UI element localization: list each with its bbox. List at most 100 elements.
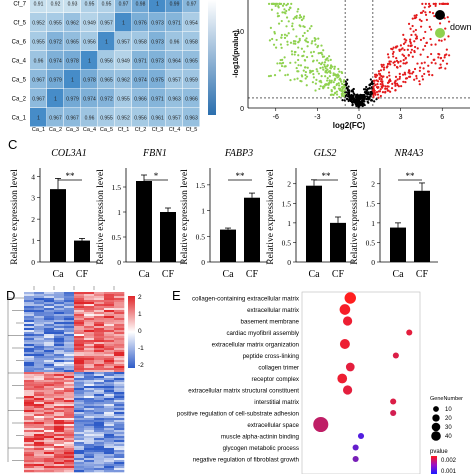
heatmap-cell	[54, 430, 65, 433]
heatmap-cell	[24, 362, 35, 365]
volcano-point	[357, 100, 360, 103]
heatmap-cell	[54, 376, 65, 379]
heatmap-cell	[44, 336, 55, 339]
heatmap-cell	[94, 334, 105, 337]
heatmap-cell	[114, 310, 125, 313]
volcano-point	[292, 40, 296, 43]
volcano-point	[357, 106, 360, 109]
volcano-point	[430, 61, 433, 64]
heatmap-cell	[34, 414, 45, 417]
heatmap-cell	[54, 384, 65, 387]
heatmap-cell	[34, 368, 45, 371]
bar	[330, 222, 346, 262]
heatmap-cell-value: 0.978	[83, 78, 96, 84]
heatmap-cell	[54, 394, 65, 397]
heatmap-cell	[54, 318, 65, 321]
volcano-point	[370, 81, 374, 84]
heatmap-cell	[24, 396, 35, 399]
volcano-point	[386, 53, 390, 56]
heatmap-cell	[114, 446, 125, 449]
heatmap-cell	[64, 310, 75, 313]
volcano-point	[299, 79, 302, 83]
heatmap-cell	[114, 376, 125, 379]
gene-title: FABP3	[224, 148, 253, 159]
volcano-point	[348, 94, 351, 98]
heatmap-cell	[94, 454, 105, 457]
volcano-point	[317, 37, 320, 40]
bar	[220, 229, 236, 262]
heatmap-cell	[94, 470, 105, 473]
heatmap-cell	[84, 328, 95, 331]
heatmap-cell	[74, 450, 85, 453]
volcano-point	[384, 91, 387, 94]
heatmap-cell	[54, 368, 65, 371]
volcano-point	[380, 63, 383, 66]
heatmap-cell	[44, 308, 55, 311]
volcano-point	[373, 89, 376, 92]
volcano-point	[409, 40, 412, 43]
heatmap-cell	[166, 0, 183, 13]
heatmap-cell-value: 0.964	[168, 59, 181, 65]
heatmap-cell	[64, 338, 75, 341]
volcano-point	[398, 77, 401, 80]
heatmap-cell	[74, 408, 85, 411]
heatmap-cell	[74, 342, 85, 345]
volcano-point	[395, 82, 399, 85]
heatmap-cell	[34, 402, 45, 405]
volcano-point	[352, 92, 355, 95]
heatmap-cell	[64, 346, 75, 349]
heatmap-cell	[54, 334, 65, 337]
heatmap-cell	[166, 32, 183, 51]
heatmap-cell	[94, 414, 105, 417]
heatmap-cell	[44, 352, 55, 355]
volcano-point	[361, 94, 364, 97]
heatmap-cell	[74, 398, 85, 401]
heatmap-cell	[64, 360, 75, 363]
volcano-point	[321, 61, 324, 64]
volcano-point	[358, 104, 361, 107]
go-term-label: interstitial matrix	[254, 399, 300, 406]
significance-marker: **	[236, 171, 246, 181]
heatmap-cell	[84, 390, 95, 393]
heatmap-cell	[64, 370, 75, 373]
heatmap-cell	[64, 416, 75, 419]
heatmap-cell	[104, 412, 115, 415]
heatmap-cell	[94, 346, 105, 349]
volcano-point	[379, 69, 383, 72]
heatmap-cell	[74, 292, 85, 295]
volcano-point	[361, 96, 364, 99]
heatmap-cell	[74, 412, 85, 415]
heatmap-cell	[74, 418, 85, 421]
heatmap-cell	[104, 400, 115, 403]
heatmap-cell	[24, 426, 35, 429]
heatmap-cell	[94, 394, 105, 397]
heatmap-cell	[74, 378, 85, 381]
bar-y-label: Relative expression level	[96, 169, 106, 265]
heatmap-cell	[34, 338, 45, 341]
heatmap-cell	[94, 424, 105, 427]
volcano-y-tick-label: 10	[236, 29, 244, 36]
volcano-point	[408, 69, 411, 72]
go-term-dot	[352, 444, 359, 451]
correlation-colorbar	[208, 0, 216, 115]
heatmap-cell	[64, 352, 75, 355]
heatmap-cell	[24, 410, 35, 413]
volcano-point	[346, 98, 349, 101]
heatmap-cell	[84, 302, 95, 305]
heatmap-cell	[44, 400, 55, 403]
volcano-point	[377, 70, 381, 73]
heatmap-cell	[54, 320, 65, 323]
heatmap-cell	[34, 396, 45, 399]
go-term-label: negative regulation of fibroblast growth	[193, 457, 300, 464]
heatmap-cell	[84, 296, 95, 299]
heatmap-cell	[24, 364, 35, 367]
heatmap-cell	[44, 396, 55, 399]
heatmap-cell	[104, 464, 115, 467]
heatmap-cell	[94, 422, 105, 425]
heatmap-cell	[24, 462, 35, 465]
heatmap-cell	[54, 424, 65, 427]
volcano-point	[392, 55, 395, 58]
heatmap-cell	[24, 464, 35, 467]
bar	[306, 185, 322, 262]
heatmap-cell-value: 0.954	[185, 21, 198, 27]
